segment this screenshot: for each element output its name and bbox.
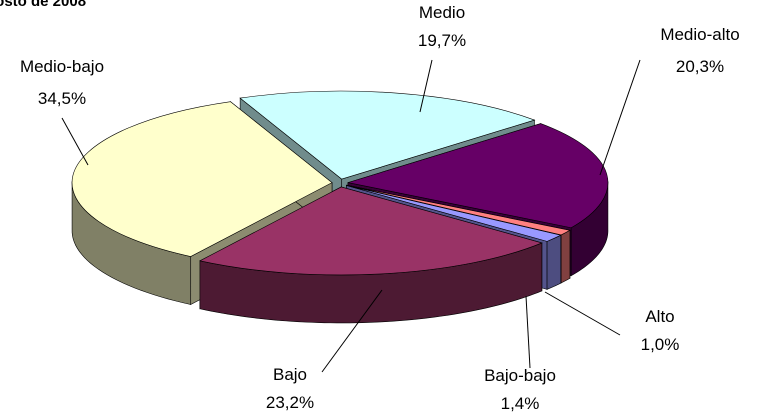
pie-slice (71, 101, 333, 257)
leader-line (321, 289, 383, 373)
pie-slice (239, 90, 536, 180)
slice-label: Medio-alto (660, 25, 739, 44)
leader-line (419, 59, 433, 113)
slice-value-label: 23,2% (266, 393, 314, 412)
leader-line (61, 117, 89, 166)
slice-side (546, 234, 562, 290)
slice-value-label: 1,4% (501, 394, 540, 413)
slice-label: Bajo (273, 365, 307, 384)
slice-label: Medio-bajo (20, 57, 104, 76)
slice-value-label: 34,5% (38, 89, 86, 108)
leader-line (525, 295, 531, 369)
leader-line (599, 59, 641, 176)
leader-line (544, 291, 621, 336)
chart-title: gosto de 2008 (0, 0, 86, 10)
slice-label: Alto (645, 307, 674, 326)
pie-slice (199, 186, 543, 276)
pie-slice (346, 185, 562, 242)
pie-slice (346, 184, 571, 236)
slice-value-label: 20,3% (676, 57, 724, 76)
slice-label: Medio (419, 3, 465, 22)
pie-slice (347, 123, 609, 229)
slice-side (560, 229, 571, 284)
slice-value-label: 19,7% (418, 31, 466, 50)
slice-label: Bajo-bajo (484, 366, 556, 385)
slice-value-label: 1,0% (641, 335, 680, 354)
